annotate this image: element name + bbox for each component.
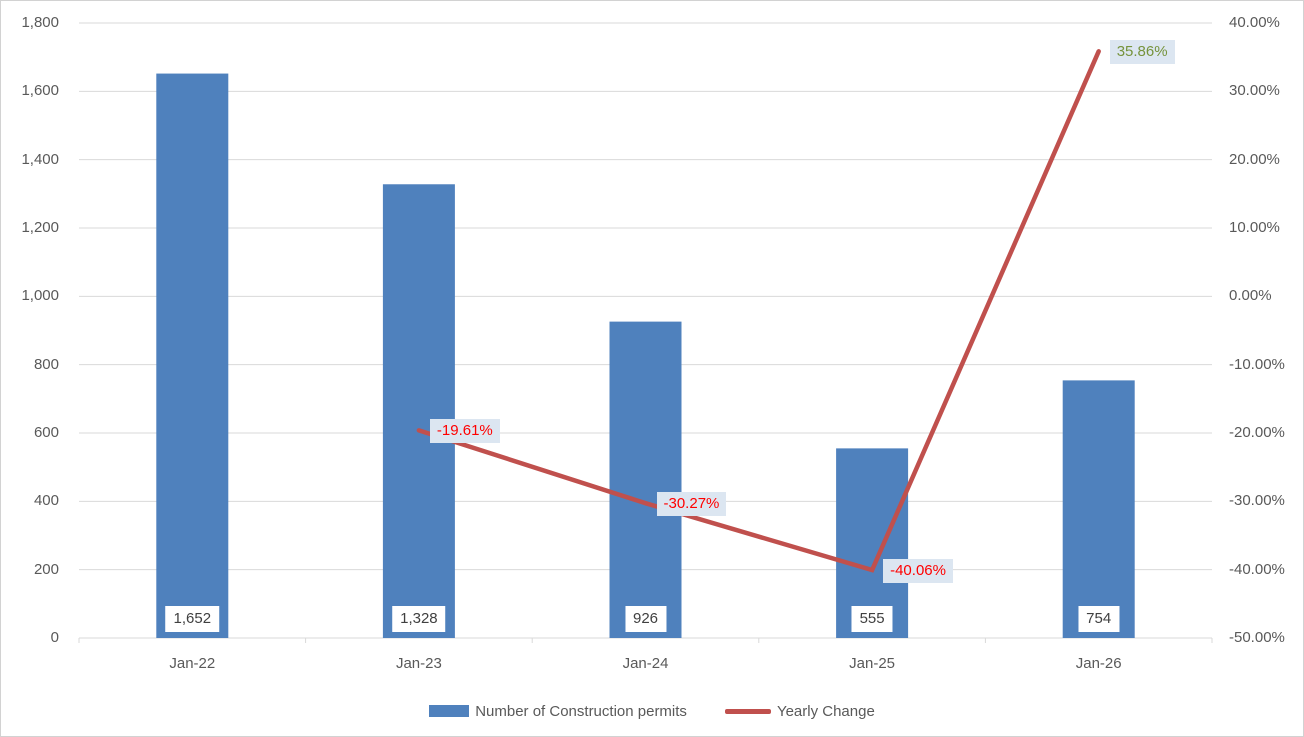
right-axis-tick-label: 20.00% (1229, 150, 1280, 168)
bar-series-swatch-icon (429, 705, 470, 717)
bar-Jan-23 (382, 184, 455, 638)
right-axis-tick-label: 30.00% (1229, 82, 1280, 100)
left-axis-tick-label: 1,600 (21, 82, 59, 100)
left-axis-tick-label: 600 (33, 424, 59, 441)
x-axis-category-label: Jan-23 (395, 655, 442, 672)
right-axis-tick-label: -30.00% (1229, 492, 1285, 510)
x-axis-category-label: Jan-22 (169, 655, 216, 672)
legend-label-yearly-change: Yearly Change (776, 702, 875, 720)
legend-label-construction-permits: Number of Construction permits (475, 702, 687, 720)
left-axis-tick-label: 1,800 (21, 14, 59, 31)
bar-data-label: 754 (1078, 606, 1120, 632)
line-data-label: -40.06% (883, 559, 953, 584)
left-axis-tick-label: 1,400 (21, 150, 59, 168)
right-axis-tick-label: -20.00% (1229, 424, 1285, 441)
left-axis-tick-label: 1,200 (21, 219, 59, 236)
x-axis-category-label: Jan-25 (849, 655, 896, 672)
left-axis-tick-label: 200 (33, 560, 59, 578)
line-data-label: 35.86% (1109, 40, 1175, 65)
right-axis-tick-label: 10.00% (1229, 219, 1280, 236)
right-axis-tick-label: -50.00% (1229, 629, 1285, 646)
right-axis-tick-label: 40.00% (1229, 14, 1280, 31)
bar-data-label: 1,328 (392, 606, 446, 632)
left-axis-tick-label: 800 (33, 355, 59, 373)
legend-item-yearly-change: Yearly Change (724, 702, 875, 720)
bar-Jan-24 (609, 321, 682, 638)
left-axis-tick-label: 400 (33, 492, 59, 510)
legend: Number of Construction permits Yearly Ch… (1, 699, 1303, 723)
x-axis-category-label: Jan-24 (622, 655, 669, 672)
bar-Jan-26 (1062, 380, 1135, 638)
right-axis-tick-label: -10.00% (1229, 355, 1285, 373)
left-axis-tick-label: 1,000 (21, 287, 59, 305)
right-axis-tick-label: -40.00% (1229, 560, 1285, 578)
bar-data-label: 555 (851, 606, 893, 632)
line-data-label: -19.61% (429, 419, 500, 444)
x-axis-category-label: Jan-26 (1075, 655, 1122, 672)
yearly-change-line (416, 49, 1101, 573)
bar-data-label: 1,652 (165, 606, 220, 632)
right-axis-tick-label: 0.00% (1229, 287, 1272, 305)
line-series-swatch-icon (724, 708, 771, 714)
legend-item-construction-permits: Number of Construction permits (429, 703, 687, 720)
bar-Jan-22 (156, 73, 229, 639)
line-data-label: -30.27% (656, 492, 727, 517)
bar-data-label: 926 (624, 606, 667, 632)
left-axis-tick-label: 0 (50, 629, 59, 646)
